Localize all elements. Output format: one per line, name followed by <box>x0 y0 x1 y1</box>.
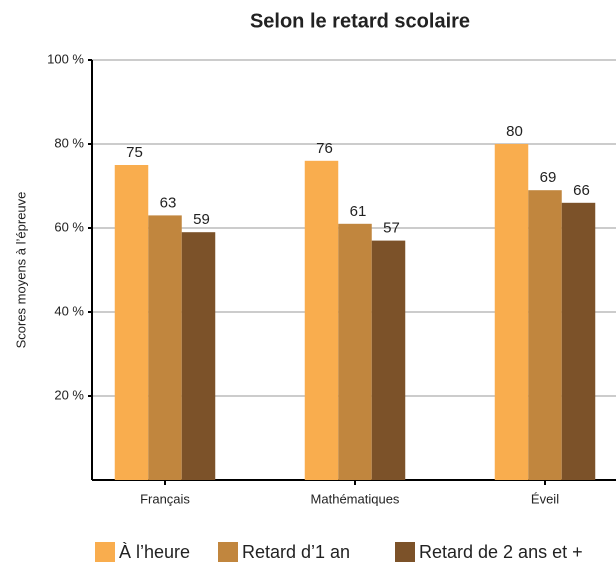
bar <box>561 202 596 481</box>
value-label: 80 <box>506 123 523 140</box>
bar <box>114 165 149 480</box>
x-tick-label: Français <box>140 491 190 506</box>
y-tick-label: 60 % <box>54 219 84 234</box>
legend-label: À l’heure <box>119 542 190 562</box>
value-label: 69 <box>540 169 557 186</box>
legend-label: Retard de 2 ans et + <box>419 542 583 562</box>
bar <box>148 215 182 480</box>
y-tick-label: 80 % <box>54 135 84 150</box>
value-label: 76 <box>316 140 333 157</box>
x-tick-label: Mathématiques <box>311 491 400 506</box>
value-label: 63 <box>160 194 177 211</box>
value-label: 75 <box>126 144 143 161</box>
y-tick-label: 100 % <box>47 51 84 66</box>
legend-swatch <box>95 542 115 562</box>
bar <box>338 223 372 481</box>
y-tick-label: 20 % <box>54 387 84 402</box>
legend-swatch <box>218 542 238 562</box>
legend-label: Retard d’1 an <box>242 542 350 562</box>
x-tick-label: Éveil <box>531 491 559 506</box>
bar <box>494 144 529 480</box>
value-label: 66 <box>573 182 590 199</box>
value-label: 57 <box>383 220 400 237</box>
bar <box>371 240 406 480</box>
y-tick-label: 40 % <box>54 303 84 318</box>
legend-swatch <box>395 542 415 562</box>
bar <box>528 190 562 480</box>
value-label: 61 <box>350 203 367 220</box>
bar <box>304 160 339 481</box>
y-axis-label: Scores moyens à l’épreuve <box>13 192 28 349</box>
bar <box>181 232 216 480</box>
value-label: 59 <box>193 211 210 228</box>
chart-title: Selon le retard scolaire <box>250 10 470 32</box>
